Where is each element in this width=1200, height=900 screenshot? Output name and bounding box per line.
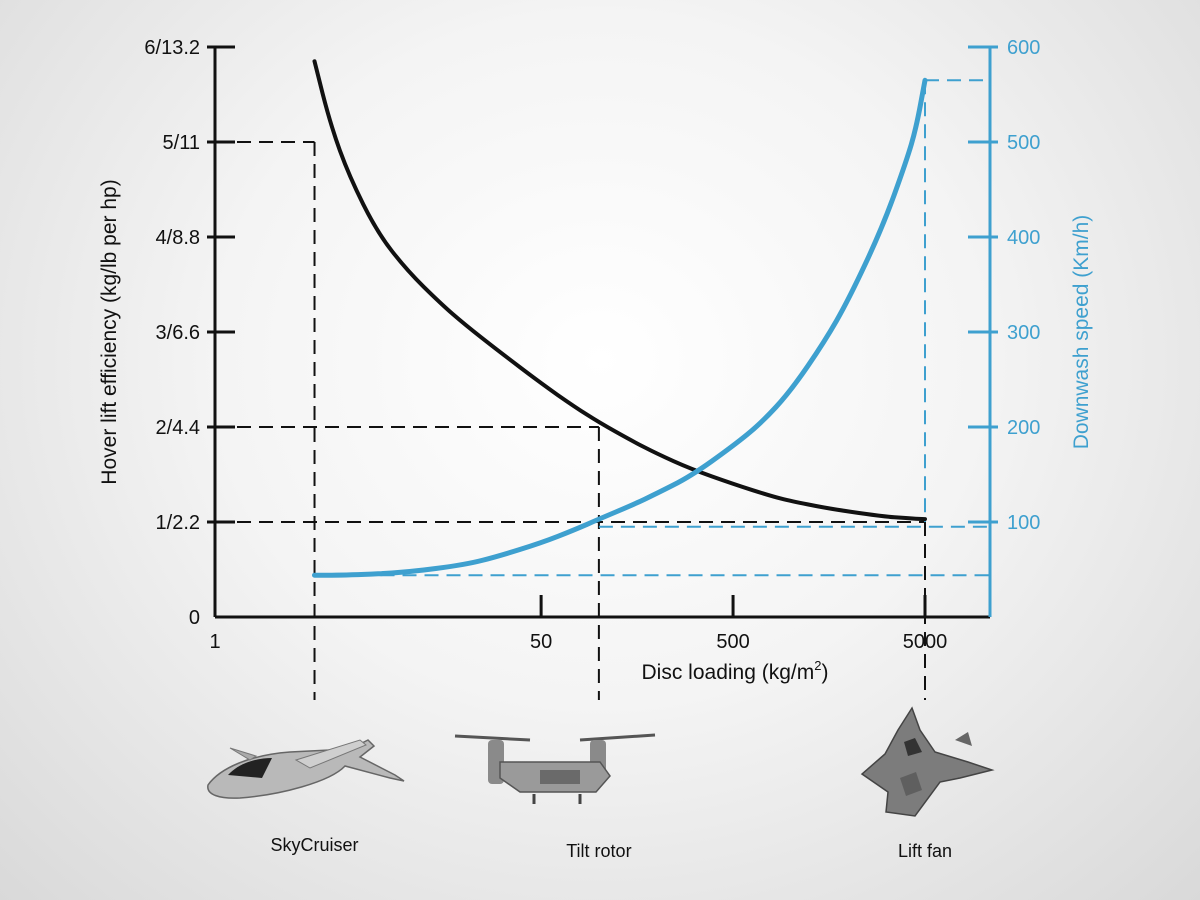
x-tick-label: 5000 <box>903 631 948 653</box>
y-right-tick-label: 300 <box>1007 322 1040 344</box>
x-tick-label: 1 <box>209 631 220 653</box>
x-axis-title: Disc loading (kg/m2) <box>642 658 829 684</box>
y-axis-right-title: Downwash speed (Km/h) <box>1070 215 1093 450</box>
series <box>312 59 928 578</box>
y-right-tick-label: 500 <box>1007 132 1040 154</box>
y-right-tick-label: 200 <box>1007 417 1040 439</box>
aircraft-label: SkyCruiser <box>271 835 359 855</box>
y-left-tick-label: 2/4.4 <box>156 417 200 439</box>
axes: 0 1/2.2 2/4.4 3/6.6 4/8.8 5/11 6/13.2 100 200 300… <box>144 37 1040 653</box>
y-left-tick-label: 0 <box>189 607 200 629</box>
y-left-tick-label: 3/6.6 <box>156 322 200 344</box>
lift-fan-jet-icon <box>860 706 995 817</box>
skycruiser-plane-icon <box>207 739 405 799</box>
aircraft-illustrations: SkyCruiser Tilt rotor Lift fan <box>207 706 995 861</box>
y-left-tick-label: 5/11 <box>163 132 200 154</box>
series-line-hover-lift-efficiency <box>312 59 927 522</box>
series-line-downwash-speed <box>312 77 928 578</box>
y-left-tick-label: 6/13.2 <box>144 37 200 59</box>
y-left-tick-label: 4/8.8 <box>156 227 200 249</box>
aircraft-label: Tilt rotor <box>566 841 631 861</box>
tilt-rotor-aircraft-icon <box>454 733 656 804</box>
aircraft-label: Lift fan <box>898 841 952 861</box>
y-right-tick-label: 600 <box>1007 37 1040 59</box>
x-tick-label: 500 <box>716 631 749 653</box>
axis-labels: Disc loading (kg/m2) Hover lift efficien… <box>98 179 1093 684</box>
x-tick-label: 50 <box>530 631 552 653</box>
y-left-tick-label: 1/2.2 <box>156 512 200 534</box>
y-axis-left-title: Hover lift efficiency (kg/lb per hp) <box>98 179 121 484</box>
y-right-tick-label: 400 <box>1007 227 1040 249</box>
y-right-tick-label: 100 <box>1007 512 1040 534</box>
reference-lines <box>215 79 990 700</box>
